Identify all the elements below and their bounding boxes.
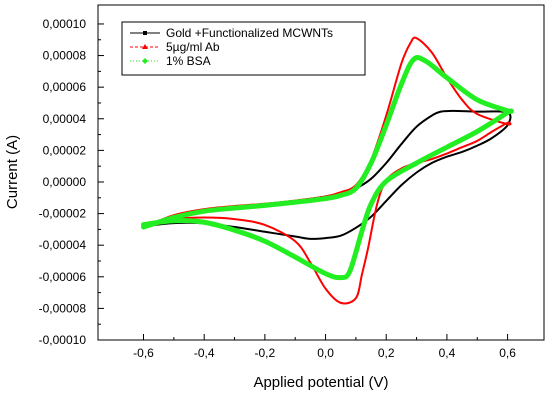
x-tick-label: -0,6 [133, 346, 154, 360]
legend-label: 1% BSA [166, 54, 211, 68]
y-tick-label: -0,00010 [39, 333, 87, 347]
legend-box [121, 21, 366, 76]
legend-label: 5µg/ml Ab [166, 40, 220, 54]
legend-entry: Gold +Functionalized MCWNTs [130, 26, 333, 40]
ticks-layer: -0,6 -0,4 -0,2 0,0 0,2 0,4 0,6 -0,00010 -0,00008… [39, 17, 517, 360]
series-line-5-g-ml-ab [142, 36, 512, 305]
x-tick-label: 0,6 [499, 346, 516, 360]
y-tick-label: 0,00004 [43, 112, 87, 126]
y-tick-label: -0,00006 [39, 270, 87, 284]
y-axis-title: Current (A) [4, 135, 21, 209]
series-line-1-bsa [141, 55, 514, 281]
legend-entry: 5µg/ml Ab [130, 40, 220, 54]
legend-marker-5-g-ml-ab [142, 44, 148, 49]
legend-label: Gold +Functionalized MCWNTs [166, 26, 333, 40]
series-layer [141, 36, 514, 305]
y-tick-label: 0,00008 [43, 49, 87, 63]
x-tick-label: 0,2 [378, 346, 395, 360]
y-tick-label: 0,00010 [43, 17, 87, 31]
x-tick-label: 0,4 [439, 346, 456, 360]
legend-marker-gold-functionalized-mcwnts [143, 31, 147, 35]
x-tick-label: -0,4 [194, 346, 215, 360]
x-tick-label: 0,0 [317, 346, 334, 360]
y-tick-label: -0,00004 [39, 238, 87, 252]
y-tick-label: 0,00002 [43, 143, 87, 157]
x-axis-title: Applied potential (V) [253, 374, 388, 391]
plot-frame [97, 4, 545, 341]
legend-marker-1-bsa [142, 58, 148, 64]
x-tick-label: -0,2 [255, 346, 276, 360]
y-tick-label: -0,00008 [39, 301, 87, 315]
y-tick-label: -0,00002 [39, 207, 87, 221]
y-tick-label: 0,00006 [43, 80, 87, 94]
y-tick-label: 0,00000 [43, 175, 87, 189]
legend-entry: 1% BSA [130, 54, 211, 68]
